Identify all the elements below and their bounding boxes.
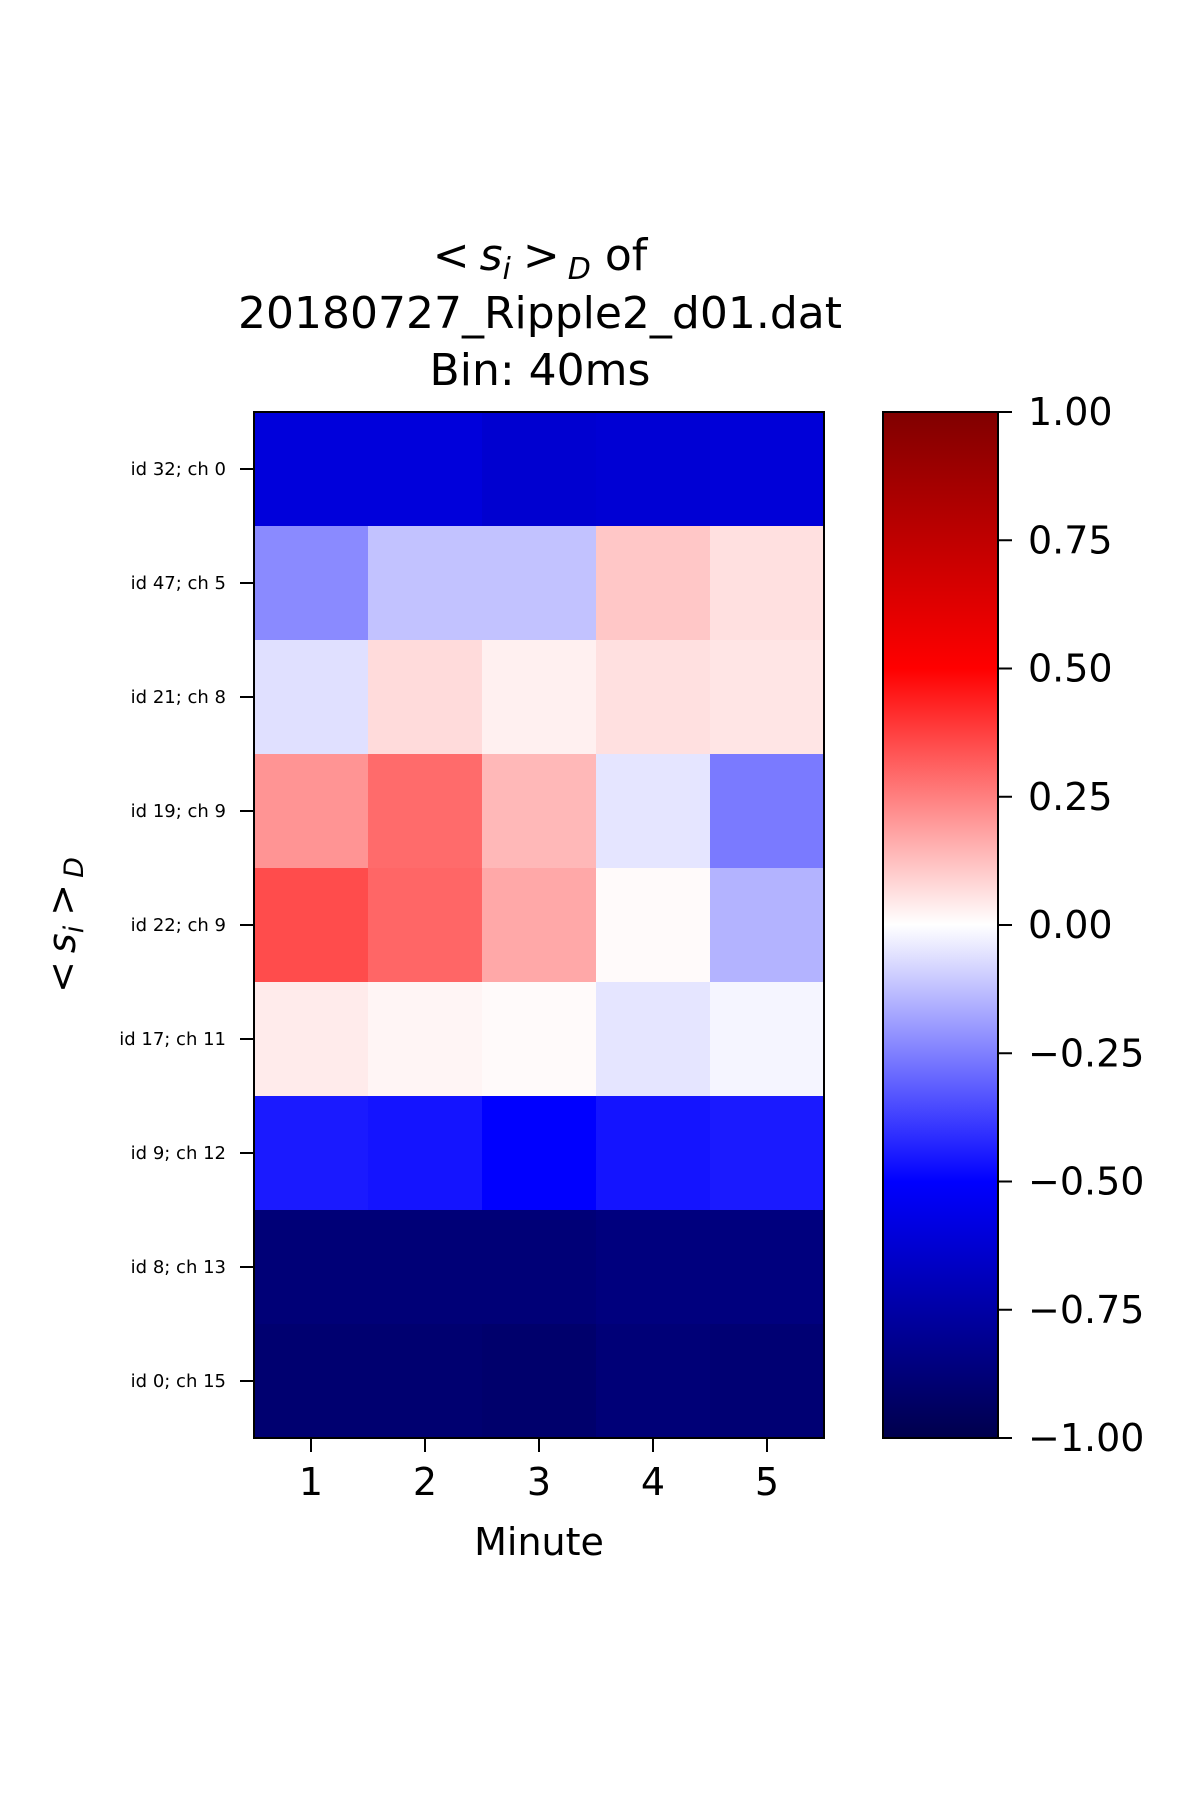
colorbar-tick-label: 0.25 bbox=[1028, 775, 1113, 819]
y-tick-label: id 19; ch 9 bbox=[131, 801, 226, 822]
heatmap-cell bbox=[710, 640, 825, 755]
y-tick-label: id 32; ch 0 bbox=[131, 459, 226, 480]
heatmap-cell bbox=[482, 526, 597, 641]
colorbar-tick-label: −0.75 bbox=[1028, 1288, 1144, 1332]
heatmap-cell bbox=[482, 1324, 597, 1439]
x-axis-label: Minute bbox=[474, 1520, 604, 1564]
x-tick-label: 2 bbox=[413, 1460, 437, 1504]
colorbar-tick-label: 0.50 bbox=[1028, 647, 1113, 691]
heatmap-cell bbox=[596, 1210, 711, 1325]
heatmap-cell bbox=[710, 1096, 825, 1211]
heatmap-cell bbox=[482, 1096, 597, 1211]
y-tick-label: id 47; ch 5 bbox=[131, 573, 226, 594]
x-tick-label: 1 bbox=[299, 1460, 323, 1504]
y-axis: id 32; ch 0 id 47; ch 5 id 21; ch 8 id 19; … bbox=[119, 459, 254, 1392]
heatmap-cell bbox=[596, 868, 711, 983]
heatmap-cell bbox=[368, 754, 483, 869]
y-tick-label: id 8; ch 13 bbox=[131, 1257, 226, 1278]
heatmap-cell bbox=[596, 754, 711, 869]
heatmap-cell bbox=[254, 754, 369, 869]
colorbar-tick-label: −1.00 bbox=[1028, 1416, 1144, 1460]
heatmap-cell bbox=[482, 640, 597, 755]
heatmap-cell bbox=[710, 412, 825, 527]
heatmap-cell bbox=[254, 526, 369, 641]
heatmap-cell bbox=[596, 982, 711, 1097]
x-axis: 1 2 3 4 5 bbox=[299, 1438, 779, 1504]
heatmap-cell bbox=[596, 526, 711, 641]
heatmap-cell bbox=[482, 754, 597, 869]
x-tick-label: 3 bbox=[527, 1460, 551, 1504]
svg-text:<si>D: <si>D bbox=[40, 857, 90, 993]
heatmap-cell bbox=[710, 868, 825, 983]
y-tick-label: id 17; ch 11 bbox=[119, 1029, 226, 1050]
heatmap-cells bbox=[254, 412, 825, 1439]
colorbar-tick-label: 1.00 bbox=[1028, 390, 1113, 434]
heatmap-cell bbox=[710, 526, 825, 641]
chart-title-line2: 20180727_Ripple2_d01.dat bbox=[238, 288, 842, 339]
colorbar-tick-label: −0.50 bbox=[1028, 1160, 1144, 1204]
heatmap-cell bbox=[596, 1324, 711, 1439]
heatmap-cell bbox=[254, 982, 369, 1097]
heatmap-cell bbox=[368, 526, 483, 641]
heatmap-cell bbox=[368, 1096, 483, 1211]
y-tick-label: id 21; ch 8 bbox=[131, 687, 226, 708]
heatmap-cell bbox=[254, 1096, 369, 1211]
heatmap-cell bbox=[254, 640, 369, 755]
heatmap-cell bbox=[710, 982, 825, 1097]
heatmap-cell bbox=[482, 1210, 597, 1325]
colorbar-tick-label: 0.75 bbox=[1028, 518, 1113, 562]
heatmap-cell bbox=[482, 982, 597, 1097]
heatmap-cell bbox=[254, 1210, 369, 1325]
heatmap-cell bbox=[254, 868, 369, 983]
heatmap-cell bbox=[368, 868, 483, 983]
heatmap-cell bbox=[596, 1096, 711, 1211]
heatmap-cell bbox=[368, 640, 483, 755]
x-tick-label: 4 bbox=[641, 1460, 665, 1504]
heatmap-cell bbox=[596, 412, 711, 527]
chart-title-line3: Bin: 40ms bbox=[430, 345, 651, 396]
x-tick-label: 5 bbox=[755, 1460, 779, 1504]
heatmap-cell bbox=[710, 1210, 825, 1325]
y-tick-label: id 9; ch 12 bbox=[131, 1143, 226, 1164]
heatmap-cell bbox=[596, 640, 711, 755]
heatmap-cell bbox=[368, 412, 483, 527]
heatmap-cell bbox=[710, 754, 825, 869]
y-tick-label: id 22; ch 9 bbox=[131, 915, 226, 936]
colorbar-tick-label: 0.00 bbox=[1028, 903, 1113, 947]
heatmap-cell bbox=[254, 412, 369, 527]
heatmap-cell bbox=[368, 1324, 483, 1439]
y-axis-label: <si>D bbox=[40, 857, 90, 993]
heatmap-cell bbox=[482, 868, 597, 983]
heatmap-cell bbox=[254, 1324, 369, 1439]
heatmap-cell bbox=[368, 982, 483, 1097]
heatmap-cell bbox=[482, 412, 597, 527]
colorbar-tick-label: −0.25 bbox=[1028, 1031, 1144, 1075]
heatmap-cell bbox=[710, 1324, 825, 1439]
heatmap-cell bbox=[368, 1210, 483, 1325]
colorbar bbox=[882, 411, 999, 1439]
y-tick-label: id 0; ch 15 bbox=[131, 1371, 226, 1392]
colorbar-ticks: 1.00 0.75 0.50 0.25 0.00 −0.25 −0.50 −0.75 −1.00 bbox=[998, 390, 1144, 1460]
